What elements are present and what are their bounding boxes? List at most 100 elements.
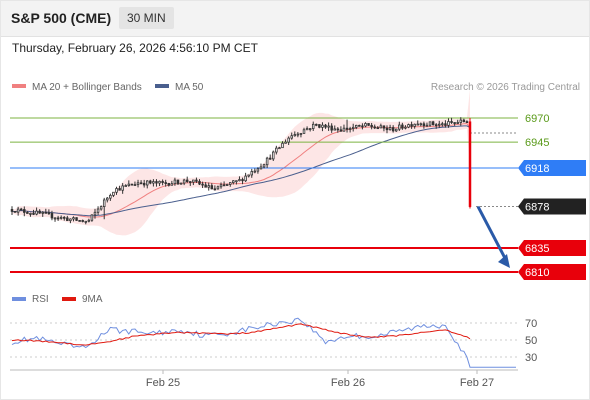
candle [179,182,183,185]
candle [281,141,284,149]
candle [185,176,189,183]
candle [192,179,195,186]
candle [431,120,435,126]
candle [339,126,343,132]
candle [308,128,312,132]
candle [321,122,324,132]
ma20-line [11,123,471,218]
candle [376,126,380,130]
candle [189,181,192,186]
rsi-legend-swatch [12,297,26,301]
candle [53,217,57,222]
candle [195,177,198,183]
candle [268,154,272,160]
candle [66,215,69,222]
candle [130,183,134,186]
candle [311,121,315,131]
candle [75,217,78,221]
candle [305,126,309,131]
x-tick-label: Feb 26 [331,377,365,389]
candle [459,117,463,126]
candle [124,184,127,187]
candle [10,206,14,216]
candle [182,178,186,186]
candle [204,182,207,188]
candle [173,177,177,186]
candle [259,163,263,170]
candle [272,150,275,161]
ma50-legend-swatch [155,84,169,88]
candle [78,220,81,222]
candle [330,123,333,133]
candle [152,179,155,187]
rsi-tick-label-30: 30 [525,352,537,364]
candle [401,122,404,130]
credit-text: Research © 2026 Trading Central [431,82,580,93]
candle [225,183,229,186]
candle [398,121,401,131]
candle [232,180,235,185]
candle [136,179,140,188]
level-tag-6918 [518,160,586,177]
candle [170,180,174,186]
candle [422,121,426,129]
rsi-legend-label: RSI [32,294,49,305]
candle [394,128,398,133]
bollinger-band [12,89,470,236]
candle [296,132,300,138]
candle [161,179,164,186]
candle [447,118,450,128]
candle [348,126,352,133]
candle [84,220,88,225]
candle [370,122,373,130]
level-tag-6810 [518,264,586,280]
ma20-legend-swatch [12,84,26,88]
candle [407,123,410,129]
candle [47,209,51,215]
candle [293,131,297,137]
candle [336,127,340,133]
candle [391,125,395,133]
level-label-6918: 6918 [525,163,549,175]
ma50-line [11,125,471,217]
level-tag-6835 [518,239,586,256]
candle [115,186,118,195]
candle [201,181,204,189]
candle [109,193,112,201]
rsi-ma-legend-label: 9MA [82,294,103,305]
candle [302,127,306,134]
candle [102,197,106,220]
candle [198,179,201,186]
candle [379,123,383,129]
candle [139,180,143,185]
candle [99,205,103,211]
timeframe-badge[interactable]: 30 MIN [119,7,174,29]
candle [385,125,389,134]
projection-arrow-shaft [476,205,509,263]
candle [465,120,469,124]
candle [210,183,214,190]
candle [256,167,260,174]
candle [207,182,210,191]
candle [434,123,438,129]
candle [404,125,407,130]
candle [112,191,115,198]
candle [428,121,432,127]
candle [290,132,293,140]
level-label-6945: 6945 [525,137,549,149]
level-label-6878: 6878 [525,202,549,214]
candle [158,180,161,187]
candle [235,180,238,185]
rsi-ma-line [11,323,471,346]
candle [121,183,124,194]
candle [59,215,63,220]
candle [327,122,330,131]
candle [106,196,109,203]
candle [262,163,266,169]
candle [38,209,41,214]
candle [444,120,447,128]
candle [219,182,223,189]
level-label-6835: 6835 [525,243,549,255]
candle [81,219,84,223]
